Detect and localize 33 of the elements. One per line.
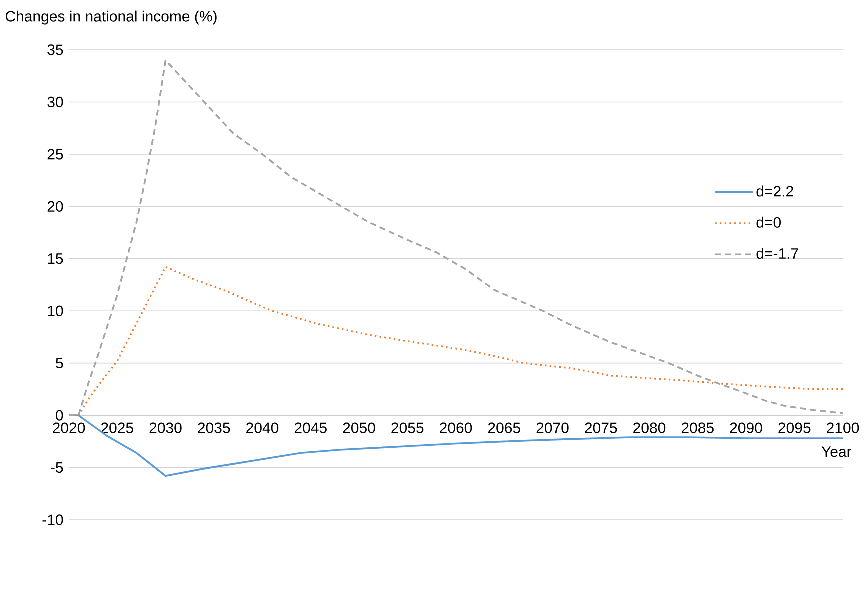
y-tick-label: 25 bbox=[48, 149, 64, 160]
x-tick-label: 2025 bbox=[101, 422, 134, 434]
x-tick-label: 2100 bbox=[827, 422, 860, 434]
x-tick-label: 2055 bbox=[392, 422, 424, 434]
y-tick-label: 15 bbox=[48, 254, 64, 264]
x-tick-label: 2045 bbox=[294, 422, 327, 434]
x-axis-title: Year bbox=[822, 446, 852, 458]
x-tick-label: 2035 bbox=[198, 422, 230, 434]
y-tick-label: 10 bbox=[48, 306, 64, 316]
y-axis-title: Changes in national income (%) bbox=[6, 10, 217, 25]
x-tick-label: 2080 bbox=[634, 422, 666, 434]
x-tick-label: 2075 bbox=[585, 422, 618, 434]
x-tick-label: 2050 bbox=[343, 422, 376, 434]
x-tick-label: 2085 bbox=[682, 422, 714, 434]
x-tick-label: 2095 bbox=[778, 422, 811, 434]
y-tick-label: 35 bbox=[48, 44, 64, 56]
x-tick-label: 2065 bbox=[488, 422, 520, 434]
y-tick-label: -10 bbox=[42, 514, 64, 526]
y-tick-label: 20 bbox=[48, 201, 64, 212]
y-tick-label: 30 bbox=[48, 96, 64, 108]
legend-label: d=0 bbox=[756, 216, 782, 228]
y-tick-label: 5 bbox=[56, 358, 64, 369]
y-tick-label: 0 bbox=[56, 410, 64, 421]
x-tick-label: 2070 bbox=[536, 422, 569, 434]
x-tick-label: 2030 bbox=[150, 422, 182, 434]
x-tick-label: 2040 bbox=[246, 422, 279, 434]
y-tick-label: -5 bbox=[51, 462, 64, 474]
line-series bbox=[68, 60, 844, 416]
x-tick-label: 2060 bbox=[440, 422, 472, 434]
x-tick-label: 2090 bbox=[730, 422, 762, 434]
x-tick-label: 2020 bbox=[53, 422, 86, 434]
legend-label: d=2.2 bbox=[756, 186, 794, 197]
legend-label: d=-1.7 bbox=[756, 248, 798, 260]
